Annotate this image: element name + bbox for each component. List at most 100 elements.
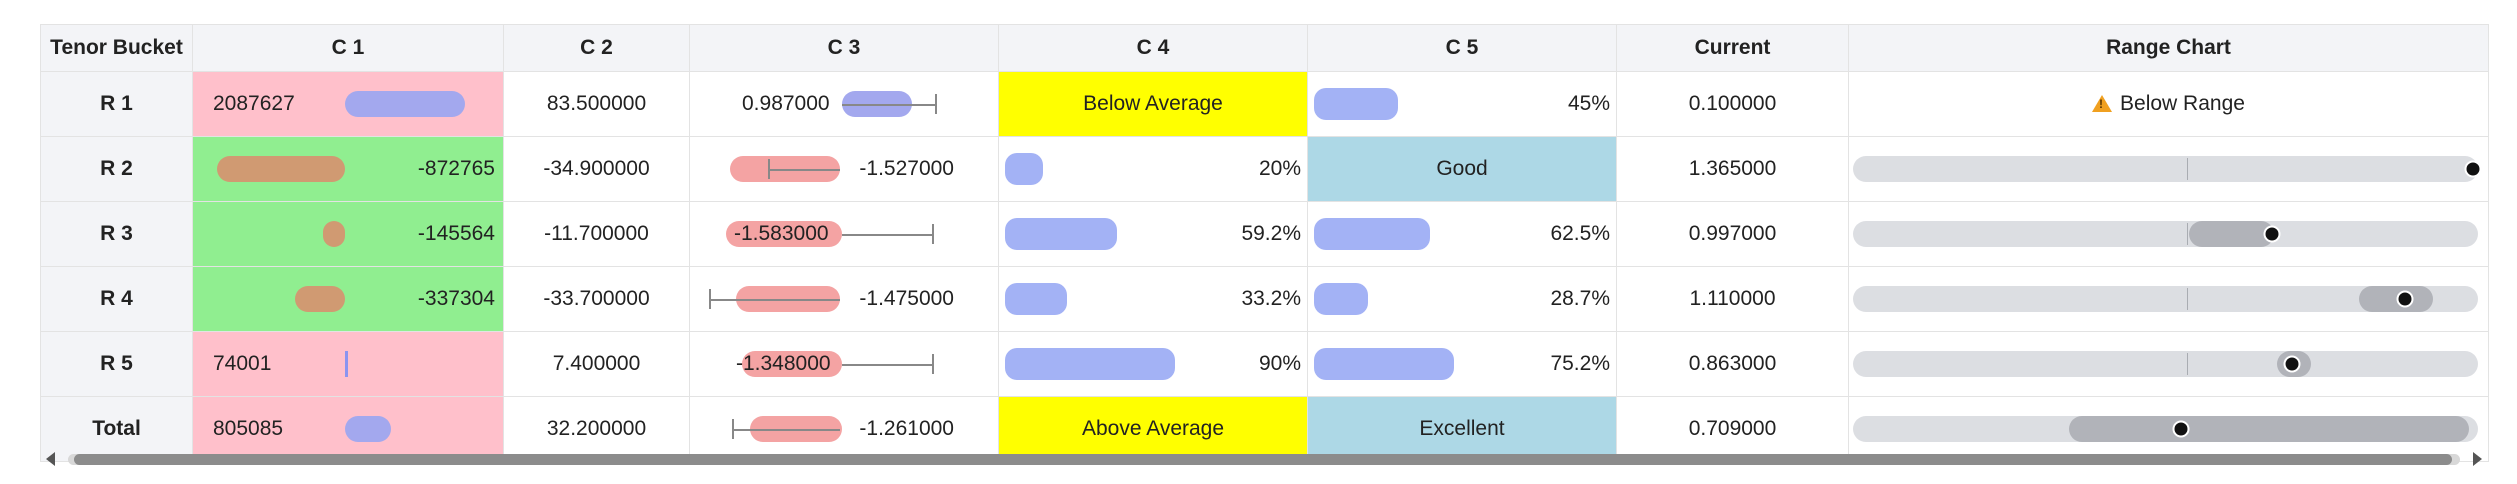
- range-chart-cell: [1848, 396, 2489, 462]
- row-label: Total: [40, 396, 193, 462]
- range-marker: [2464, 160, 2482, 178]
- c4-value: 90%: [1258, 352, 1301, 375]
- c1-cell: 74001: [192, 331, 504, 397]
- c3-whisker-cap: [932, 224, 934, 244]
- c2-value: -11.700000: [503, 201, 690, 267]
- range-chart-cell: Below Range: [1848, 71, 2489, 137]
- c3-value: -1.527000: [859, 157, 954, 180]
- header-range-chart[interactable]: Range Chart: [1848, 24, 2489, 72]
- row-label: R 5: [40, 331, 193, 397]
- c4-flag: Below Average: [998, 71, 1308, 137]
- c1-value: -145564: [417, 222, 495, 245]
- c5-cell: 75.2%: [1307, 331, 1617, 397]
- c3-whisker: [709, 299, 840, 301]
- c3-cell: -1.583000: [689, 201, 999, 267]
- header-current[interactable]: Current: [1616, 24, 1849, 72]
- c1-cell: -145564: [192, 201, 504, 267]
- c2-value: 83.500000: [503, 71, 690, 137]
- c5-flag: Excellent: [1307, 396, 1617, 462]
- header-c2[interactable]: C 2: [503, 24, 690, 72]
- c3-whisker: [842, 104, 937, 106]
- c5-flag: Good: [1307, 136, 1617, 202]
- c4-value: 33.2%: [1241, 287, 1301, 310]
- range-midline: [2187, 158, 2188, 180]
- table-row[interactable]: R 3 -145564 -11.700000 -1.583000 59.2% 6…: [40, 201, 2489, 267]
- range-chart-cell: [1848, 201, 2489, 267]
- c3-whisker-cap: [768, 159, 770, 179]
- c5-bar: [1314, 348, 1454, 380]
- c4-bar: [1005, 348, 1175, 380]
- header-c5[interactable]: C 5: [1307, 24, 1617, 72]
- total-row[interactable]: Total 805085 32.200000 -1.261000 Above A…: [40, 396, 2489, 462]
- header-c3[interactable]: C 3: [689, 24, 999, 72]
- c5-bar: [1314, 283, 1368, 315]
- row-label: R 1: [40, 71, 193, 137]
- c1-bar: [323, 221, 345, 247]
- current-value: 1.365000: [1616, 136, 1849, 202]
- scrollbar-thumb[interactable]: [74, 454, 2452, 465]
- c4-bar: [1005, 218, 1117, 250]
- c1-cell: -337304: [192, 266, 504, 332]
- c5-value: 45%: [1567, 92, 1610, 115]
- c4-cell: 90%: [998, 331, 1308, 397]
- c4-bar: [1005, 283, 1067, 315]
- c2-value: 7.400000: [503, 331, 690, 397]
- c1-bar: [345, 351, 348, 377]
- table-row[interactable]: R 1 2087627 83.500000 0.987000 Below Ave…: [40, 71, 2489, 137]
- range-marker: [2283, 355, 2301, 373]
- table-row[interactable]: R 5 74001 7.400000 -1.348000 90% 75.2% 0…: [40, 331, 2489, 397]
- current-value: 1.110000: [1616, 266, 1849, 332]
- c5-cell: 28.7%: [1307, 266, 1617, 332]
- c1-bar: [345, 91, 465, 117]
- c3-cell: -1.527000: [689, 136, 999, 202]
- current-value: 0.863000: [1616, 331, 1849, 397]
- c3-whisker: [732, 429, 840, 431]
- row-label: R 4: [40, 266, 193, 332]
- c3-whisker-cap: [732, 419, 734, 439]
- header-c1[interactable]: C 1: [192, 24, 504, 72]
- table-row[interactable]: R 2 -872765 -34.900000 -1.527000 20% Goo…: [40, 136, 2489, 202]
- c1-cell: 2087627: [192, 71, 504, 137]
- range-midline: [2187, 288, 2188, 310]
- header-row: Tenor Bucket C 1 C 2 C 3 C 4 C 5 Current…: [40, 24, 2489, 72]
- c2-value: -34.900000: [503, 136, 690, 202]
- range-marker: [2263, 225, 2281, 243]
- range-chart-cell: [1848, 136, 2489, 202]
- c3-whisker-cap: [932, 354, 934, 374]
- c1-value: 74001: [213, 352, 272, 375]
- c1-value: 2087627: [213, 92, 295, 115]
- c3-cell: 0.987000: [689, 71, 999, 137]
- range-track: [1853, 156, 2478, 182]
- row-label: R 3: [40, 201, 193, 267]
- range-track: [1853, 351, 2478, 377]
- c3-value: -1.261000: [859, 417, 954, 440]
- horizontal-scrollbar[interactable]: [40, 450, 2488, 466]
- c4-value: 20%: [1258, 157, 1301, 180]
- c5-cell: 62.5%: [1307, 201, 1617, 267]
- scroll-right-arrow-icon[interactable]: [2473, 452, 2482, 466]
- range-midline: [2187, 353, 2188, 375]
- c1-bar: [295, 286, 345, 312]
- c3-whisker-cap: [709, 289, 711, 309]
- c3-whisker: [842, 364, 934, 366]
- c5-value: 62.5%: [1550, 222, 1610, 245]
- c1-bar: [217, 156, 345, 182]
- data-grid: Tenor Bucket C 1 C 2 C 3 C 4 C 5 Current…: [40, 24, 2489, 462]
- range-chart-cell: [1848, 331, 2489, 397]
- table-row[interactable]: R 4 -337304 -33.700000 -1.475000 33.2% 2…: [40, 266, 2489, 332]
- range-band: [2069, 416, 2469, 442]
- warning-icon: [2092, 95, 2113, 112]
- c1-bar: [345, 416, 391, 442]
- scroll-left-arrow-icon[interactable]: [46, 452, 55, 466]
- c5-value: 75.2%: [1550, 352, 1610, 375]
- header-tenor-bucket[interactable]: Tenor Bucket: [40, 24, 193, 72]
- header-c4[interactable]: C 4: [998, 24, 1308, 72]
- c3-value: -1.348000: [736, 352, 831, 375]
- c5-bar: [1314, 88, 1398, 120]
- c5-cell: 45%: [1307, 71, 1617, 137]
- c4-cell: 59.2%: [998, 201, 1308, 267]
- c4-cell: 33.2%: [998, 266, 1308, 332]
- c1-value: 805085: [213, 417, 284, 440]
- c4-flag: Above Average: [998, 396, 1308, 462]
- c3-value: -1.475000: [859, 287, 954, 310]
